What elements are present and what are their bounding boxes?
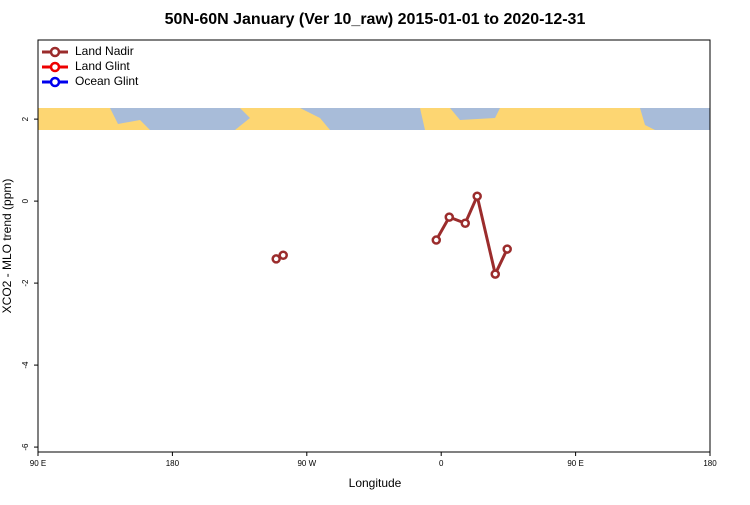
x-tick-label: 0 bbox=[439, 459, 444, 468]
x-tick-label: 90 W bbox=[297, 459, 316, 468]
x-tick-label: 90 E bbox=[567, 459, 583, 468]
data-point bbox=[502, 244, 512, 254]
y-tick-label: -4 bbox=[21, 361, 30, 369]
y-tick-label: 2 bbox=[21, 116, 30, 121]
data-point bbox=[271, 254, 281, 264]
legend-label: Land Glint bbox=[75, 59, 130, 73]
y-tick-label: -6 bbox=[21, 443, 30, 451]
legend-marker bbox=[49, 46, 61, 58]
y-axis-label: XCO2 - MLO trend (ppm) bbox=[0, 179, 14, 314]
x-axis-label: Longitude bbox=[349, 476, 402, 490]
data-point bbox=[431, 235, 442, 245]
plot-frame bbox=[37, 39, 711, 453]
data-point bbox=[490, 269, 501, 279]
legend-marker bbox=[49, 76, 61, 88]
y-tick-label: -2 bbox=[21, 279, 30, 287]
x-tick-label: 90 E bbox=[30, 459, 46, 468]
x-tick-label: 180 bbox=[166, 459, 180, 468]
series-line bbox=[275, 191, 509, 279]
y-tick-label: 0 bbox=[21, 198, 30, 203]
legend-label: Ocean Glint bbox=[75, 74, 139, 88]
data-point bbox=[444, 212, 455, 222]
chart-title: 50N-60N January (Ver 10_raw) 2015-01-01 … bbox=[165, 11, 586, 28]
legend-label: Land Nadir bbox=[75, 44, 134, 58]
data-point bbox=[460, 218, 470, 228]
x-tick-label: 180 bbox=[703, 459, 717, 468]
map-strip bbox=[38, 108, 710, 130]
data-point bbox=[472, 191, 482, 201]
data-point bbox=[278, 250, 288, 260]
legend-marker bbox=[49, 61, 61, 73]
